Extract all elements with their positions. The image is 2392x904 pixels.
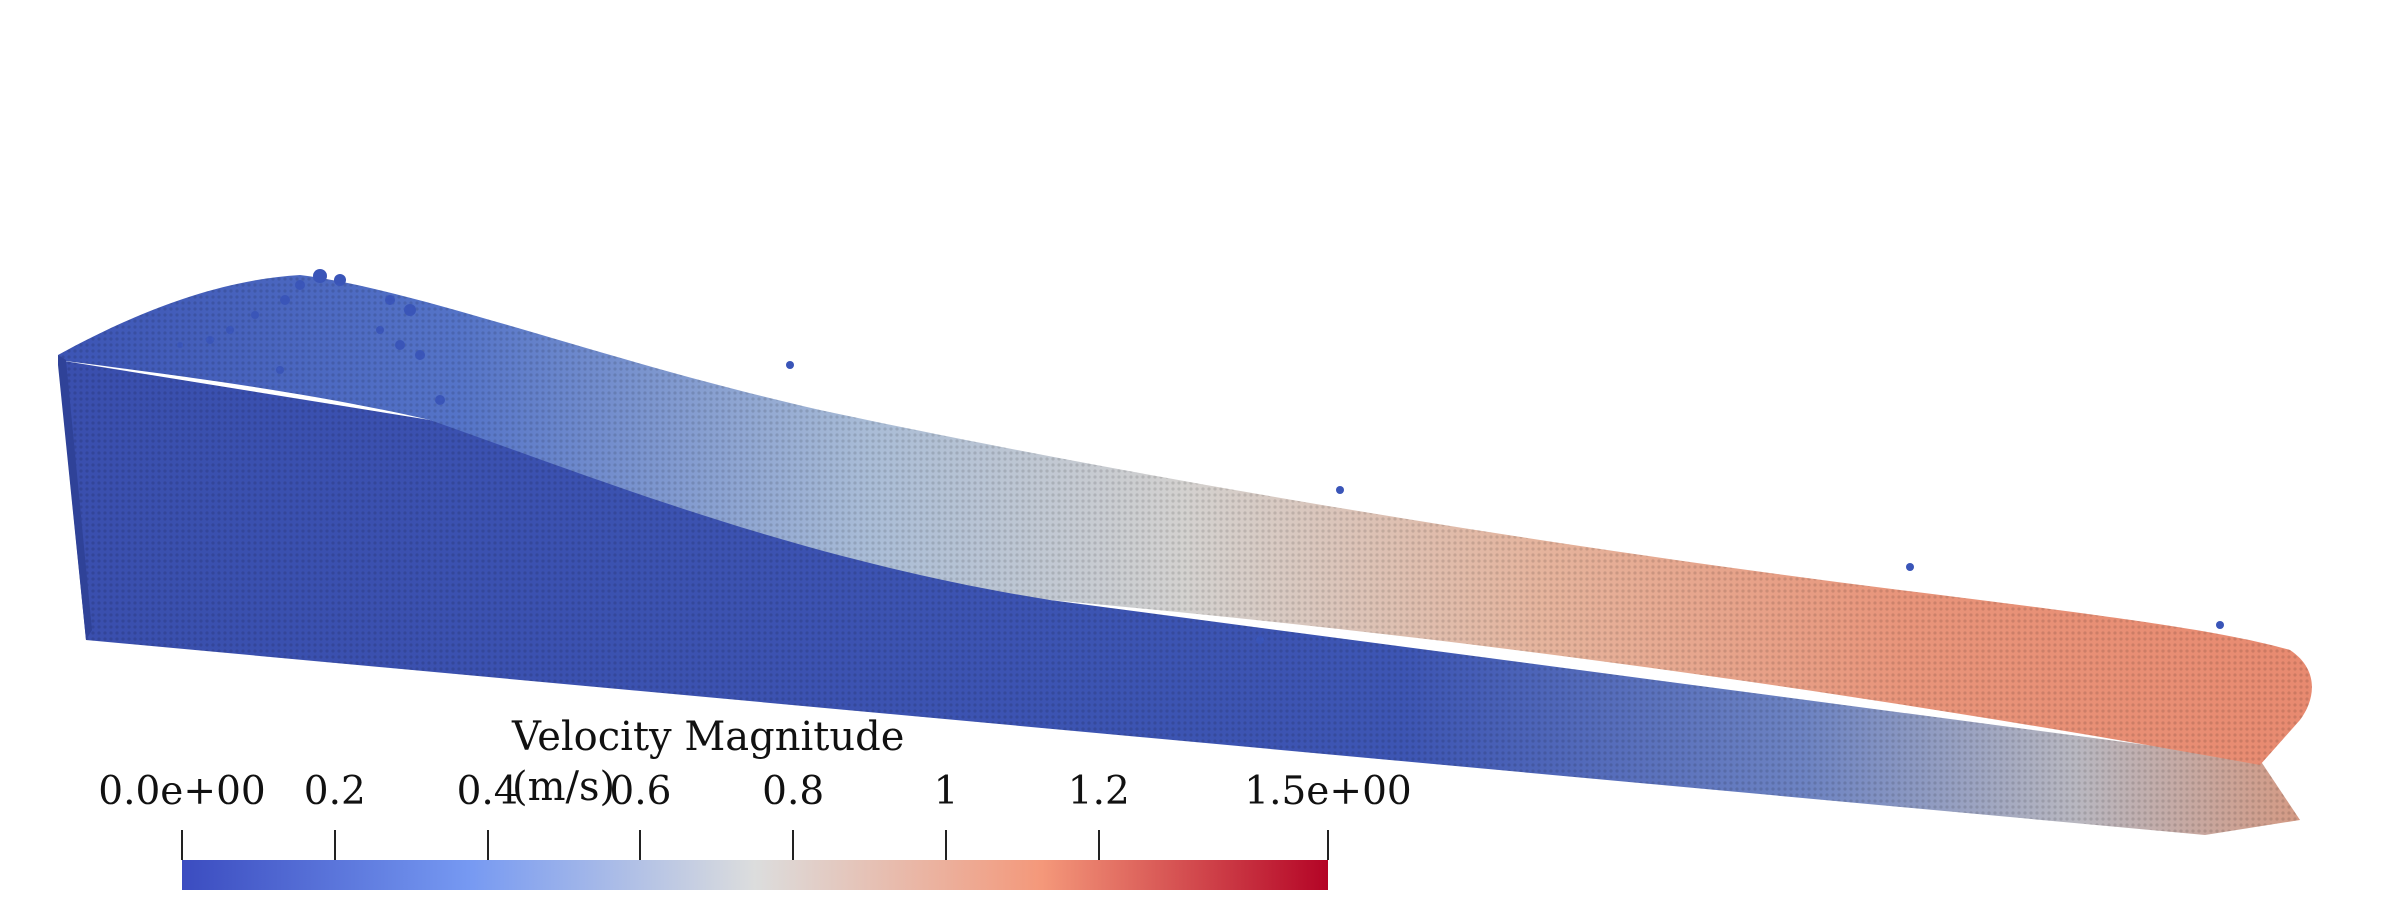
colorbar-tick-mark	[945, 830, 947, 860]
colorbar-tick-label: 0.0e+00	[98, 769, 266, 814]
colorbar-tick-mark	[181, 830, 183, 860]
colorbar-tick-label: 1.5e+00	[1244, 769, 1412, 814]
colorbar-tick-mark	[1097, 830, 1100, 860]
colorbar-tick-label: 0.2	[303, 769, 366, 814]
colorbar-tick-mark	[792, 830, 795, 860]
colorbar-title: Velocity Magnitude (m/s)	[512, 714, 905, 810]
colorbar-tick-label: 1.2	[1067, 769, 1130, 814]
colorbar-tick-mark	[639, 830, 642, 860]
colorbar-tick-label: 0.4	[456, 769, 519, 814]
colorbar-tick-label: 0.6	[609, 769, 672, 814]
colorbar	[182, 860, 1328, 890]
colorbar-tick-mark	[333, 830, 336, 860]
colorbar-tick-label: 1	[933, 769, 959, 814]
colorbar-tick-mark	[486, 830, 489, 860]
scattered-particles	[177, 269, 2224, 644]
colorbar-tick-mark	[1327, 830, 1329, 860]
material-left-face	[58, 355, 92, 640]
colorbar-tick-label: 0.8	[762, 769, 825, 814]
